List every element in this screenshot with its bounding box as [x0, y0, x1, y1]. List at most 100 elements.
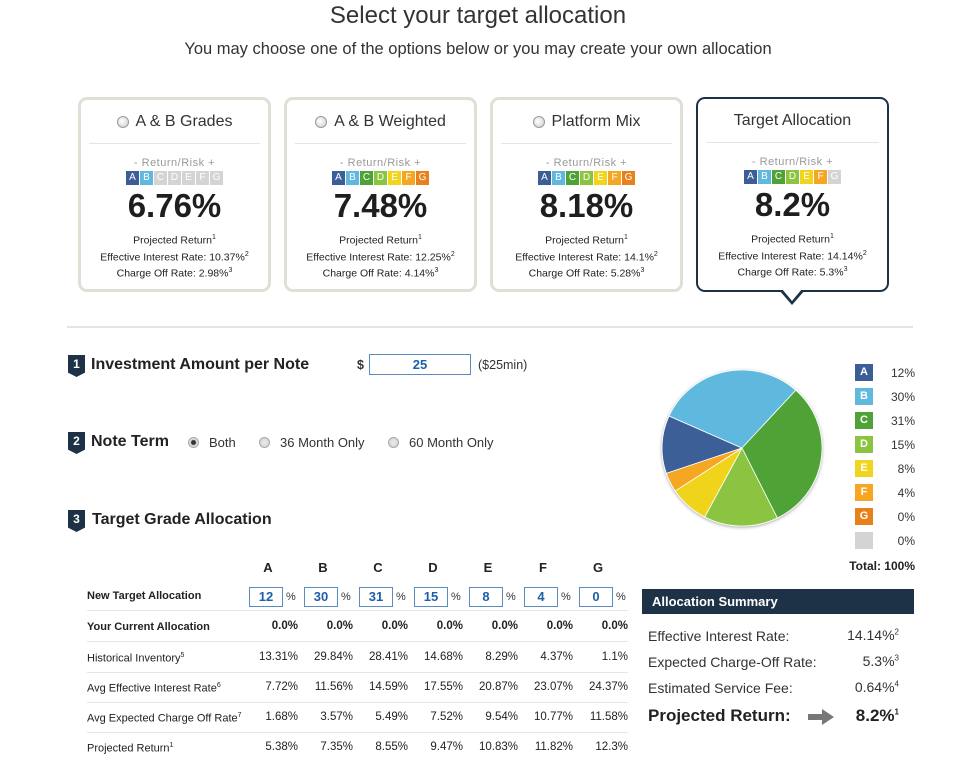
- grade-chip: B: [140, 171, 153, 185]
- step-2-label: Note Term: [91, 433, 169, 450]
- legend-swatch: A: [855, 364, 873, 381]
- allocation-option-card[interactable]: A & B Grades - Return/Risk + A B C D E F G 6.76% P…: [78, 97, 271, 292]
- grade-chip: G: [828, 170, 841, 184]
- grade-allocation-input[interactable]: 30: [304, 587, 338, 607]
- table-cell: 7.35%: [320, 741, 353, 753]
- grade-chip: G: [622, 171, 635, 185]
- section-divider: [67, 326, 913, 328]
- legend-swatch: [855, 532, 873, 549]
- grade-chip: F: [196, 171, 209, 185]
- table-cell: 28.41%: [368, 651, 408, 663]
- term-option-36[interactable]: 36 Month Only: [259, 435, 365, 450]
- step-1-badge: 1: [68, 355, 85, 377]
- table-cell: 11.58%: [589, 711, 628, 723]
- selected-card-pointer-inner: [782, 289, 802, 301]
- grade-chip: D: [786, 170, 799, 184]
- effective-interest: Effective Interest Rate: 12.25%: [306, 251, 451, 263]
- term-option-60[interactable]: 60 Month Only: [388, 435, 494, 450]
- legend-swatch: E: [855, 460, 873, 477]
- grade-chip: B: [552, 171, 565, 185]
- table-cell: 10.77%: [533, 711, 573, 723]
- charge-off-rate: Charge Off Rate: 5.3%: [737, 266, 844, 279]
- percent-unit: %: [451, 591, 461, 603]
- table-cell: 0.0%: [546, 620, 573, 632]
- radio-icon[interactable]: [188, 437, 199, 448]
- grade-allocation-input[interactable]: 12: [249, 587, 283, 607]
- legend-value: 0%: [897, 510, 915, 524]
- card-name: A & B Grades: [135, 112, 233, 130]
- grade-chip: A: [744, 170, 757, 184]
- grade-allocation-input[interactable]: 8: [469, 587, 503, 607]
- projected-return-label: Projected Return: [339, 234, 418, 247]
- projected-return-label: Projected Return: [133, 234, 212, 247]
- grade-chip: C: [360, 171, 373, 185]
- table-row-label: Your Current Allocation: [87, 621, 210, 633]
- allocation-option-card[interactable]: A & B Weighted - Return/Risk + A B C D E F G 7.48…: [284, 97, 477, 292]
- radio-icon[interactable]: [315, 115, 328, 128]
- charge-off-rate: Charge Off Rate: 5.28%: [528, 267, 641, 280]
- card-header[interactable]: Platform Mix: [501, 100, 672, 144]
- legend-swatch: B: [855, 388, 873, 405]
- term-option-label: 60 Month Only: [409, 435, 494, 450]
- percent-unit: %: [341, 591, 351, 603]
- investment-amount-input[interactable]: 25: [369, 354, 471, 375]
- table-cell: 3.57%: [320, 711, 353, 723]
- legend-value: 4%: [897, 486, 915, 500]
- grade-allocation-input[interactable]: 15: [414, 587, 448, 607]
- row-divider: [87, 732, 628, 733]
- percent-unit: %: [286, 591, 296, 603]
- table-cell: 17.55%: [423, 681, 463, 693]
- grade-column-header: G: [592, 560, 604, 575]
- summary-fee-label: Estimated Service Fee:: [648, 680, 793, 696]
- page-title: Select your target allocation: [329, 2, 627, 29]
- table-cell: 9.54%: [485, 711, 518, 723]
- allocation-option-card[interactable]: Target Allocation - Return/Risk + A B C D E F G 8…: [696, 97, 889, 292]
- card-stats: Projected Return1 Effective Interest Rate…: [718, 233, 867, 279]
- table-cell: 29.84%: [313, 651, 353, 663]
- summary-projected-label: Projected Return:: [648, 706, 791, 725]
- projected-return-value: 6.76%: [127, 187, 222, 224]
- grade-allocation-input[interactable]: 0: [579, 587, 613, 607]
- card-name: Platform Mix: [551, 112, 641, 130]
- table-cell: 0.0%: [601, 620, 628, 632]
- radio-icon[interactable]: [388, 437, 399, 448]
- grade-allocation-input[interactable]: 31: [359, 587, 393, 607]
- radio-icon[interactable]: [116, 115, 129, 128]
- grade-chip: C: [154, 171, 167, 185]
- table-cell: 23.07%: [533, 681, 573, 693]
- card-header[interactable]: A & B Weighted: [295, 100, 466, 144]
- grade-chip: E: [800, 170, 813, 184]
- grade-column-header: D: [428, 560, 438, 575]
- grade-chip: D: [374, 171, 387, 185]
- allocation-option-card[interactable]: Platform Mix - Return/Risk + A B C D E F G 8.18% P…: [490, 97, 683, 292]
- percent-unit: %: [561, 591, 571, 603]
- term-option-label: 36 Month Only: [280, 435, 365, 450]
- table-cell: 1.68%: [265, 711, 298, 723]
- grade-chip: F: [814, 170, 827, 184]
- grade-column-header: B: [318, 560, 328, 575]
- card-header[interactable]: A & B Grades: [89, 100, 260, 144]
- percent-unit: %: [396, 591, 406, 603]
- term-option-both[interactable]: Both: [188, 435, 236, 450]
- grade-allocation-input[interactable]: 4: [524, 587, 558, 607]
- radio-icon[interactable]: [532, 115, 545, 128]
- pie-slice-b: [668, 369, 797, 449]
- table-row-label: Projected Return1: [87, 742, 174, 755]
- return-risk-label: - Return/Risk +: [751, 156, 834, 168]
- legend-value: 8%: [897, 462, 915, 476]
- summary-fee-value: 0.64%4: [854, 679, 899, 695]
- radio-icon[interactable]: [259, 437, 270, 448]
- table-row-label: New Target Allocation: [87, 590, 202, 602]
- pie-slice-c: [741, 389, 823, 519]
- summary-projected-value: 8.2%1: [855, 706, 899, 725]
- table-cell: 4.37%: [540, 651, 573, 663]
- legend-swatch: C: [855, 412, 873, 429]
- card-header[interactable]: Target Allocation: [706, 99, 879, 143]
- summary-chargeoff-value: 5.3%3: [862, 653, 899, 669]
- grade-chip: G: [210, 171, 223, 185]
- table-cell: 9.47%: [430, 741, 463, 753]
- grade-column-header: F: [539, 560, 547, 575]
- grade-chip: E: [388, 171, 401, 185]
